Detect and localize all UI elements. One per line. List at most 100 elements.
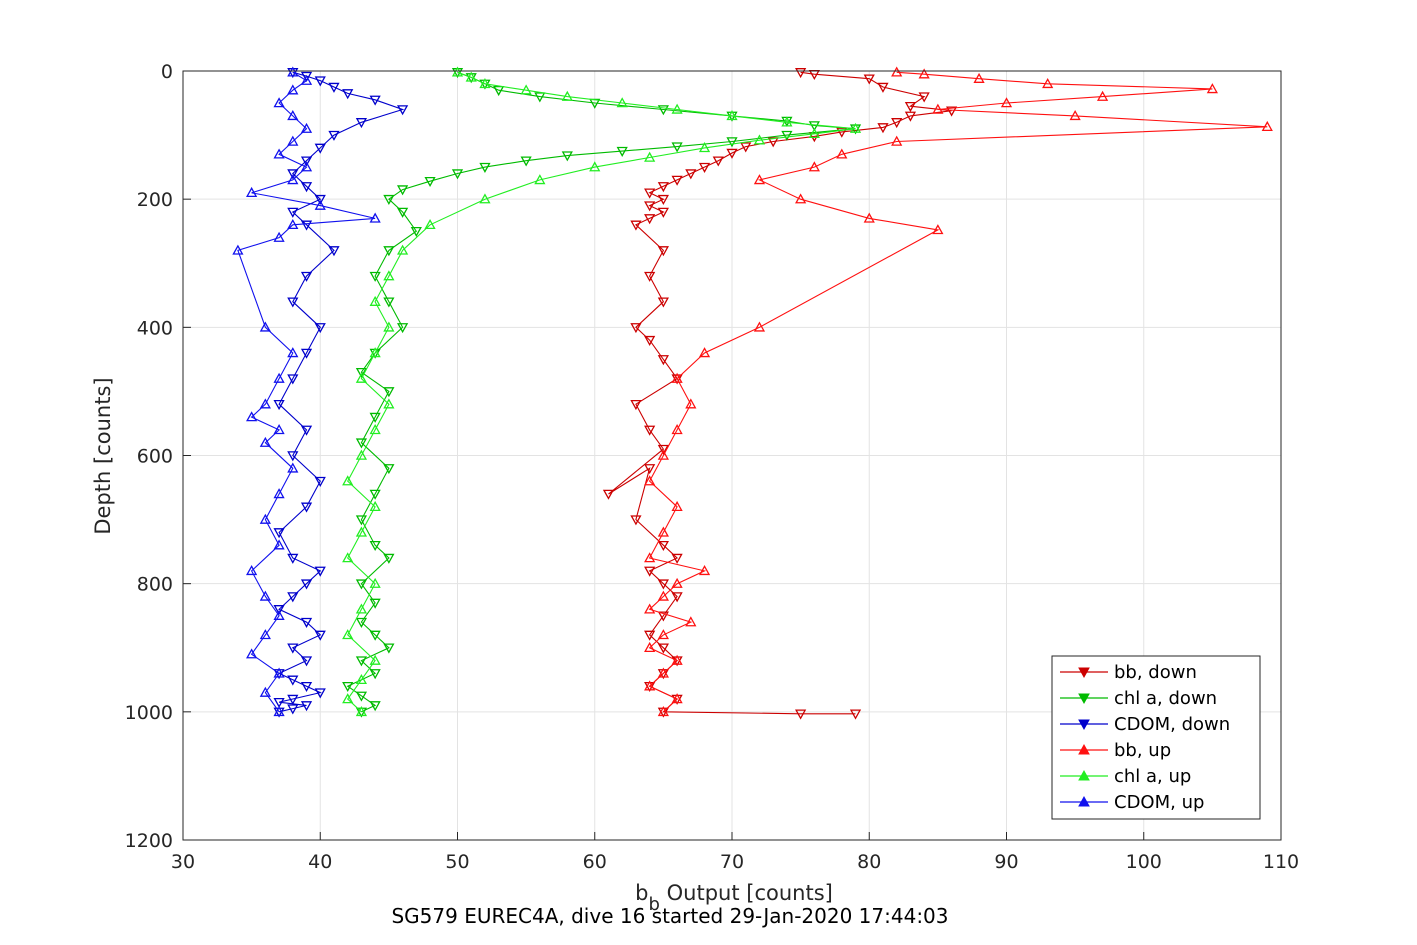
series-group xyxy=(232,66,1273,720)
data-point xyxy=(657,246,669,257)
data-point xyxy=(726,137,738,148)
data-point xyxy=(685,169,697,180)
data-point xyxy=(273,609,285,620)
data-point xyxy=(355,438,368,449)
data-point xyxy=(726,148,738,159)
data-point xyxy=(698,347,711,358)
data-point xyxy=(383,464,395,475)
data-point xyxy=(314,194,326,206)
data-point xyxy=(273,231,285,242)
data-point xyxy=(300,182,313,193)
legend-marker xyxy=(1078,769,1090,781)
data-point xyxy=(355,372,368,383)
data-point xyxy=(273,148,285,159)
data-point xyxy=(849,122,862,133)
x-axis-label-rest: Output [counts] xyxy=(660,881,833,905)
legend: bb, down chl a, down CDOM, down bb, up chl a… xyxy=(1051,655,1261,820)
data-point xyxy=(753,321,766,332)
data-point xyxy=(1261,120,1273,132)
legend-label: chl a, up xyxy=(1114,766,1191,787)
y-tick-label: 1000 xyxy=(125,702,173,724)
data-point xyxy=(355,449,368,460)
data-point xyxy=(740,142,752,153)
data-point xyxy=(808,121,820,132)
data-point xyxy=(918,68,930,79)
data-point xyxy=(287,135,299,146)
data-point xyxy=(644,680,656,691)
axis-ticks: 30 40 50 60 70 80 90 100 110 0 200 400 600 800 1000 120… xyxy=(125,61,1299,873)
y-tick-label: 200 xyxy=(137,189,173,211)
series-bb-up xyxy=(644,66,1273,717)
data-point xyxy=(657,590,669,601)
data-point xyxy=(300,348,313,359)
data-point xyxy=(355,691,368,702)
data-point xyxy=(945,106,958,117)
data-point xyxy=(355,515,368,526)
data-point xyxy=(795,193,807,204)
data-point xyxy=(644,271,656,282)
legend-marker xyxy=(1078,667,1090,679)
data-point xyxy=(383,270,395,281)
data-point xyxy=(479,193,491,204)
data-point xyxy=(493,85,505,97)
data-point xyxy=(287,592,299,603)
legend-label: CDOM, up xyxy=(1114,792,1204,813)
data-point xyxy=(396,185,409,196)
data-point xyxy=(644,641,656,652)
data-point xyxy=(1096,90,1109,101)
data-point xyxy=(932,224,944,235)
y-tick-label: 400 xyxy=(137,317,173,339)
data-point xyxy=(383,321,395,332)
data-point xyxy=(287,704,299,715)
data-point xyxy=(616,97,628,108)
data-point xyxy=(300,161,313,172)
data-point xyxy=(369,630,381,641)
data-point xyxy=(479,162,491,173)
legend-label: chl a, down xyxy=(1114,688,1217,709)
data-point xyxy=(369,271,381,282)
data-point xyxy=(891,118,903,129)
data-point xyxy=(685,616,697,627)
data-point xyxy=(671,103,683,114)
data-point xyxy=(287,297,299,308)
data-point xyxy=(273,97,285,108)
data-point xyxy=(657,629,669,640)
data-point xyxy=(246,186,258,198)
data-point xyxy=(287,451,299,462)
data-point xyxy=(891,66,903,77)
data-point xyxy=(314,688,326,699)
data-point xyxy=(300,74,313,85)
data-point xyxy=(383,553,395,564)
series-cdom-down xyxy=(273,68,409,718)
data-point xyxy=(657,579,669,590)
x-tick-label: 40 xyxy=(308,851,332,873)
data-point xyxy=(273,372,285,383)
data-point xyxy=(287,66,299,77)
data-point xyxy=(1000,97,1013,108)
data-point xyxy=(520,84,532,95)
data-point xyxy=(685,398,697,409)
data-point xyxy=(891,135,903,146)
data-point xyxy=(355,656,368,667)
series-line-cdom-down xyxy=(277,71,405,713)
data-point xyxy=(342,89,354,100)
data-point xyxy=(644,188,656,199)
data-point xyxy=(644,151,656,162)
data-point xyxy=(273,605,285,616)
data-point xyxy=(300,701,313,712)
data-point xyxy=(369,500,381,512)
legend-entry: chl a, down xyxy=(1060,688,1217,709)
data-point xyxy=(246,565,258,576)
legend-marker xyxy=(1078,719,1090,731)
data-point xyxy=(671,654,683,665)
data-point xyxy=(918,92,930,103)
data-point xyxy=(259,398,271,409)
x-tick-label: 80 xyxy=(857,851,881,873)
data-point xyxy=(383,194,395,206)
data-point xyxy=(657,297,669,308)
data-point xyxy=(287,643,299,654)
data-point xyxy=(657,540,669,552)
data-point xyxy=(369,412,381,423)
data-point xyxy=(273,705,285,717)
data-point xyxy=(287,169,299,180)
